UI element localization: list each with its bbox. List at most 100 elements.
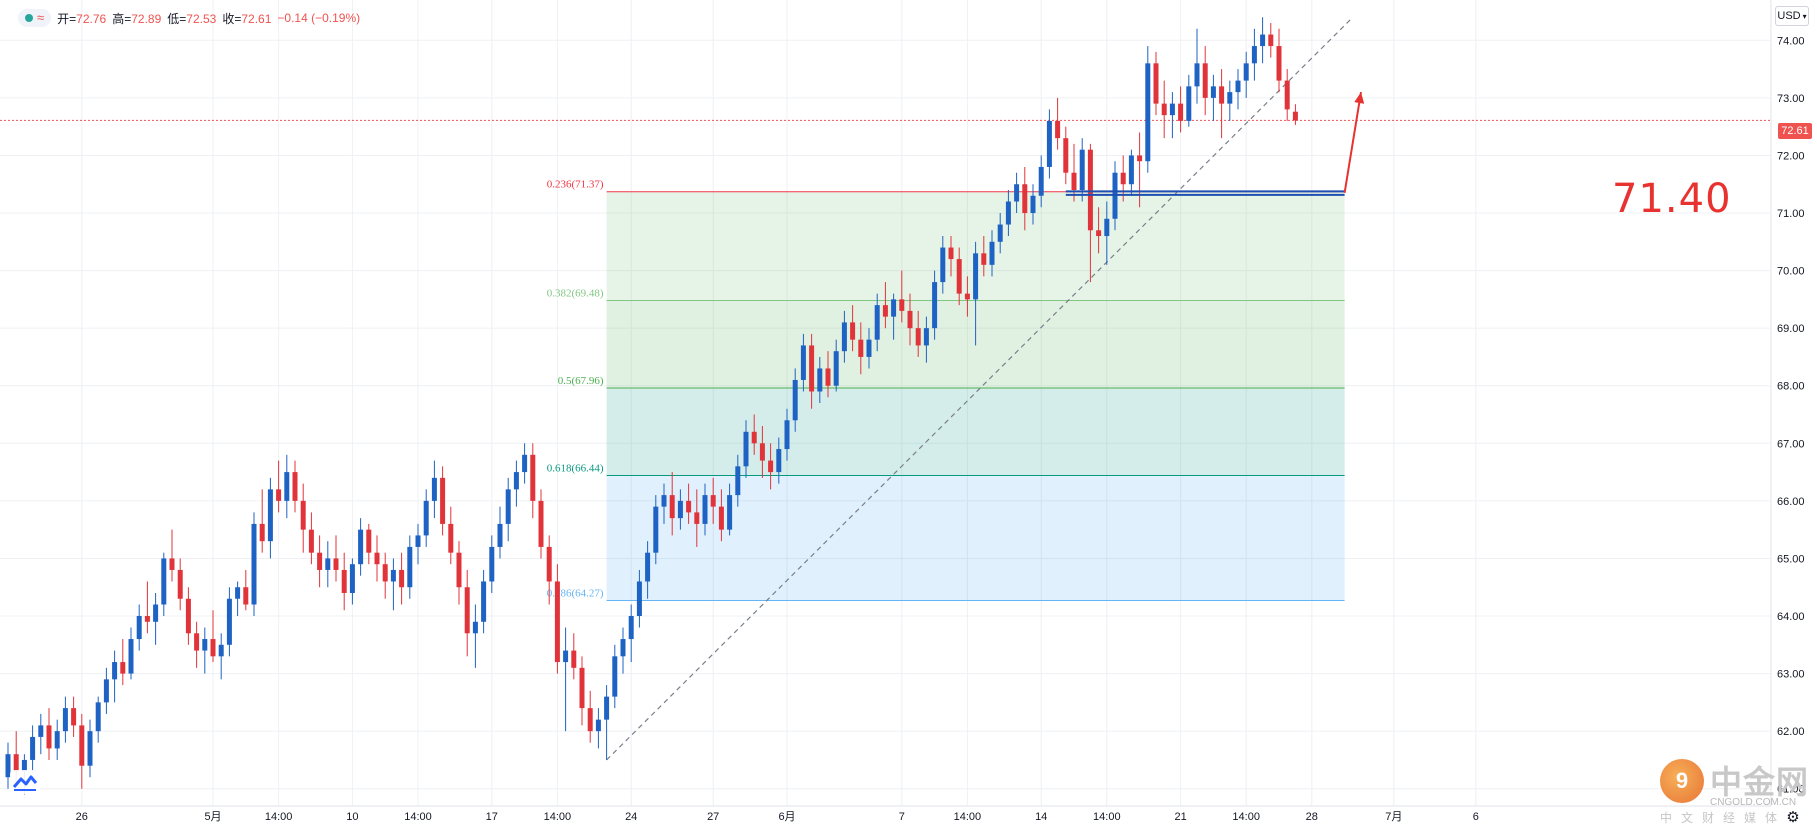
candle-body[interactable] [1120, 172, 1126, 185]
candle-body[interactable] [87, 731, 93, 766]
candle-body[interactable] [1194, 63, 1200, 87]
candle-body[interactable] [1014, 184, 1020, 202]
candle-body[interactable] [1260, 34, 1266, 47]
candle-body[interactable] [940, 247, 946, 283]
candle-body[interactable] [1096, 230, 1102, 237]
candle-body[interactable] [202, 639, 208, 651]
candle-body[interactable] [259, 523, 265, 542]
symbol-status-pill[interactable]: ≈ [18, 9, 52, 27]
candle-body[interactable] [1268, 34, 1274, 47]
candle-body[interactable] [243, 587, 249, 605]
candle-body[interactable] [300, 500, 306, 530]
candle-body[interactable] [792, 379, 798, 421]
candle-body[interactable] [1153, 63, 1159, 104]
candle-body[interactable] [1055, 120, 1061, 139]
candle-body[interactable] [54, 731, 60, 749]
candle-body[interactable] [702, 495, 708, 524]
candle-body[interactable] [358, 529, 364, 565]
candle-body[interactable] [1137, 155, 1143, 162]
candle-body[interactable] [21, 759, 27, 772]
candle-body[interactable] [333, 558, 339, 570]
candle-body[interactable] [1005, 201, 1011, 225]
candle-body[interactable] [768, 460, 774, 473]
candle-body[interactable] [587, 708, 593, 732]
candle-body[interactable] [677, 500, 683, 519]
candle-body[interactable] [653, 506, 659, 553]
candle-body[interactable] [185, 598, 191, 634]
candle-body[interactable] [1038, 166, 1044, 196]
candle-body[interactable] [95, 702, 101, 732]
candle-body[interactable] [948, 247, 954, 260]
candle-body[interactable] [1292, 111, 1298, 121]
candle-body[interactable] [325, 558, 331, 570]
candle-body[interactable] [497, 523, 503, 547]
candle-body[interactable] [1186, 86, 1192, 121]
candle-body[interactable] [112, 662, 118, 680]
candle-body[interactable] [464, 587, 470, 634]
candle-body[interactable] [661, 495, 667, 507]
candle-body[interactable] [1202, 63, 1208, 98]
candle-body[interactable] [694, 512, 700, 524]
candle-body[interactable] [595, 719, 601, 732]
candle-body[interactable] [628, 616, 634, 640]
candle-body[interactable] [1235, 80, 1241, 93]
candle-body[interactable] [210, 639, 216, 657]
candle-body[interactable] [472, 621, 478, 634]
candle-body[interactable] [776, 449, 782, 473]
candle-body[interactable] [349, 564, 355, 593]
candle-body[interactable] [850, 322, 856, 340]
candle-body[interactable] [645, 552, 651, 582]
candle-body[interactable] [1161, 103, 1167, 116]
candle-body[interactable] [973, 253, 979, 300]
candle-body[interactable] [128, 639, 134, 674]
candle-body[interactable] [800, 345, 806, 380]
candle-body[interactable] [751, 431, 757, 444]
candle-body[interactable] [669, 495, 675, 519]
candle-body[interactable] [522, 454, 528, 473]
candle-body[interactable] [382, 564, 388, 582]
candle-body[interactable] [390, 569, 396, 582]
candle-body[interactable] [136, 616, 142, 640]
candle-body[interactable] [46, 725, 52, 749]
candle-body[interactable] [579, 667, 585, 709]
candle-body[interactable] [456, 552, 462, 588]
candle-body[interactable] [981, 253, 987, 265]
candle-body[interactable] [1071, 172, 1077, 190]
candle-body[interactable] [882, 305, 888, 317]
candle-body[interactable] [226, 598, 232, 645]
candle-body[interactable] [481, 581, 487, 622]
candle-body[interactable] [571, 650, 577, 668]
candle-body[interactable] [1104, 218, 1110, 237]
candle-body[interactable] [989, 241, 995, 265]
candle-body[interactable] [218, 644, 224, 657]
candle-body[interactable] [292, 472, 298, 501]
candle-body[interactable] [1251, 46, 1257, 64]
candle-body[interactable] [1219, 86, 1225, 104]
candle-body[interactable] [554, 581, 560, 663]
candle-body[interactable] [71, 708, 77, 726]
candle-body[interactable] [366, 529, 372, 553]
candle-body[interactable] [563, 650, 569, 663]
candle-body[interactable] [841, 322, 847, 352]
candle-body[interactable] [399, 569, 405, 588]
candle-body[interactable] [1145, 63, 1151, 162]
candle-body[interactable] [932, 282, 938, 329]
candle-body[interactable] [858, 339, 864, 357]
candle-body[interactable] [431, 477, 437, 501]
candle-body[interactable] [448, 523, 454, 553]
candle-body[interactable] [513, 472, 519, 490]
candle-body[interactable] [341, 569, 347, 593]
candle-body[interactable] [177, 569, 183, 599]
candle-body[interactable] [169, 558, 175, 570]
candle-body[interactable] [874, 305, 880, 340]
candle-body[interactable] [1046, 120, 1052, 167]
candle-body[interactable] [161, 558, 167, 605]
candle-body[interactable] [604, 696, 610, 720]
candle-body[interactable] [1030, 195, 1036, 214]
candle-body[interactable] [825, 368, 831, 386]
candle-body[interactable] [1063, 138, 1069, 173]
candle-body[interactable] [956, 259, 962, 294]
candle-body[interactable] [718, 506, 724, 530]
candle-body[interactable] [809, 345, 815, 392]
